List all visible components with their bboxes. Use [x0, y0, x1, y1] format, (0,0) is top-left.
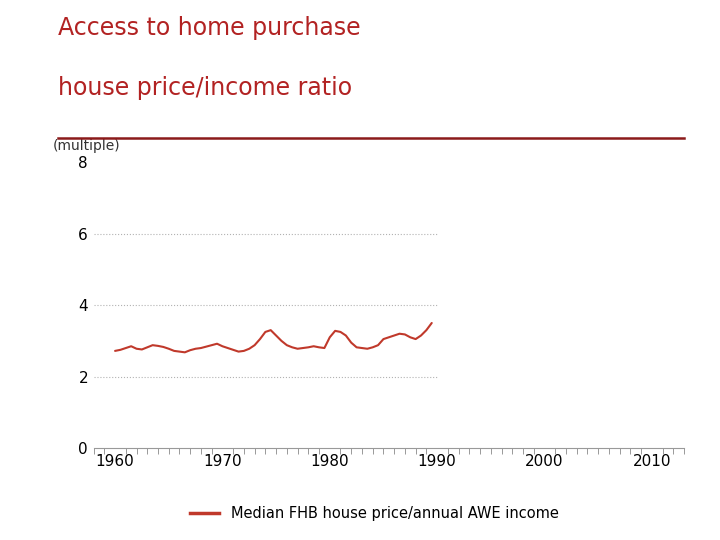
Text: Access to home purchase: Access to home purchase [58, 16, 360, 40]
Text: house price/income ratio: house price/income ratio [58, 76, 352, 99]
Text: (multiple): (multiple) [53, 139, 120, 153]
Legend: Median FHB house price/annual AWE income: Median FHB house price/annual AWE income [184, 501, 564, 527]
